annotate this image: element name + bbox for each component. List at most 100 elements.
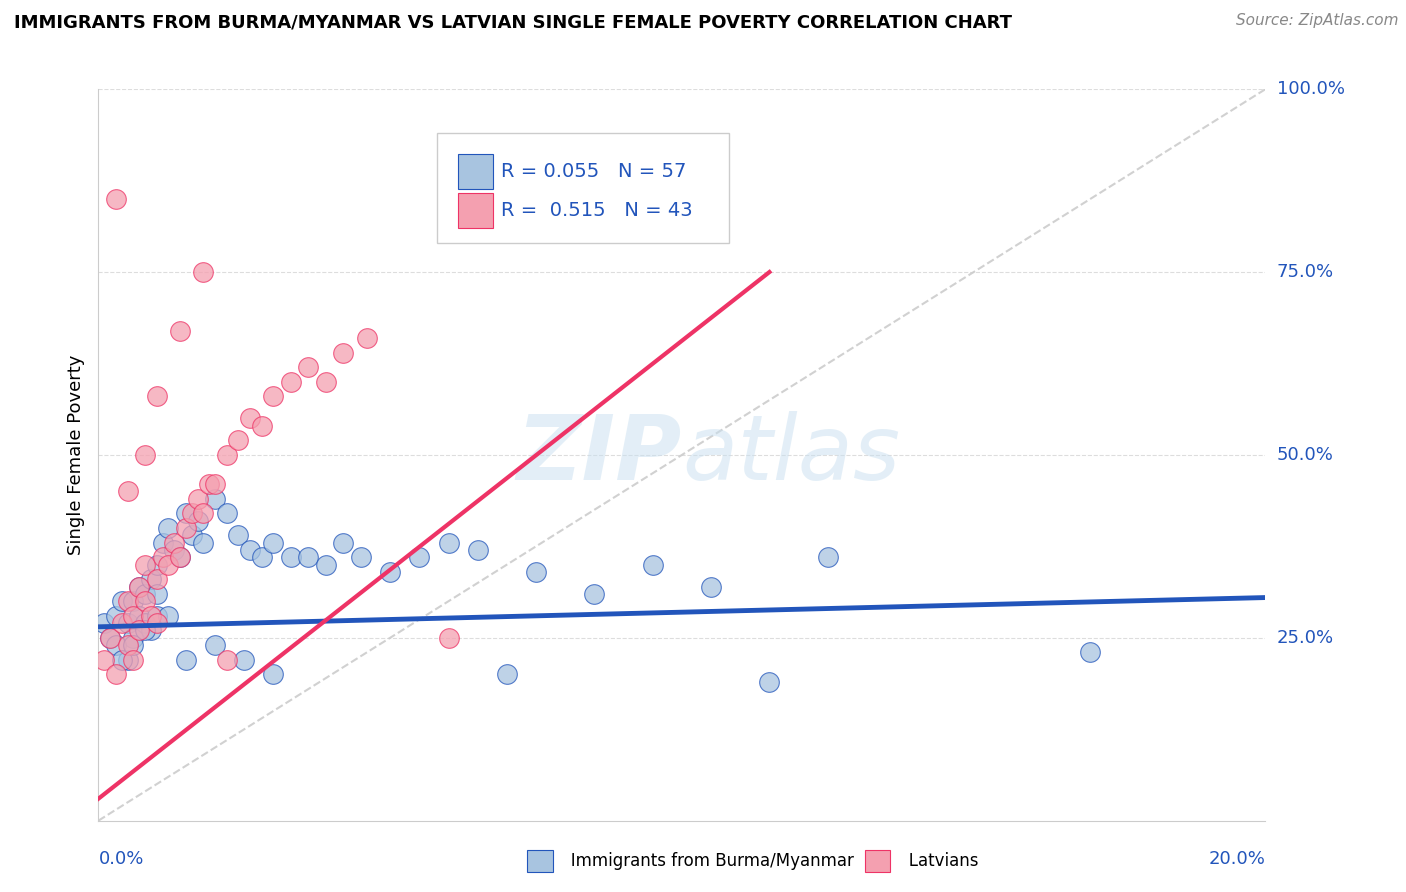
Point [204,491,226,506]
Point [128,580,150,594]
Text: R =  0.515   N = 43: R = 0.515 N = 43 [501,201,693,220]
Point [93,616,115,631]
Point [215,507,238,521]
Point [297,550,319,565]
Point [180,507,202,521]
Text: Source: ZipAtlas.com: Source: ZipAtlas.com [1236,13,1399,29]
Point [117,594,139,608]
Point [180,528,202,542]
Point [350,550,373,565]
Point [98,631,121,645]
Point [128,608,150,623]
Point [134,558,156,572]
Point [122,653,145,667]
Point [315,375,337,389]
Point [204,638,226,652]
Point [157,521,180,535]
Point [297,360,319,375]
FancyBboxPatch shape [458,154,494,189]
Text: IMMIGRANTS FROM BURMA/MYANMAR VS LATVIAN SINGLE FEMALE POVERTY CORRELATION CHART: IMMIGRANTS FROM BURMA/MYANMAR VS LATVIAN… [14,13,1012,31]
Point [583,587,606,601]
Point [104,192,127,206]
Point [641,558,664,572]
Point [117,653,139,667]
Point [817,550,839,565]
Point [122,608,145,623]
Point [128,624,150,638]
Point [193,265,215,279]
Point [280,375,302,389]
Point [215,448,238,462]
Point [128,580,150,594]
Point [524,565,547,579]
Text: 20.0%: 20.0% [1209,850,1265,868]
Point [157,558,180,572]
Point [134,587,156,601]
Point [228,528,250,542]
Point [437,631,460,645]
Point [111,594,134,608]
Point [193,507,215,521]
Text: R = 0.055   N = 57: R = 0.055 N = 57 [501,162,686,181]
Point [262,667,284,681]
Text: 25.0%: 25.0% [1277,629,1334,647]
Point [146,587,169,601]
Point [239,411,262,425]
Point [146,389,169,403]
Point [332,535,354,549]
Point [174,521,197,535]
Point [187,491,209,506]
Point [139,624,162,638]
Point [146,572,169,586]
Point [233,653,256,667]
Point [204,477,226,491]
Point [98,631,121,645]
Point [215,653,238,667]
Point [134,624,156,638]
Point [117,638,139,652]
Text: 0.0%: 0.0% [98,850,143,868]
Point [280,550,302,565]
Point [467,543,489,558]
Point [117,484,139,499]
Text: Immigrants from Burma/Myanmar: Immigrants from Burma/Myanmar [534,852,855,870]
Y-axis label: Single Female Poverty: Single Female Poverty [66,355,84,555]
Point [93,653,115,667]
Point [356,331,378,345]
Point [104,638,127,652]
Point [152,550,174,565]
Point [174,507,197,521]
Point [700,580,723,594]
FancyBboxPatch shape [437,133,728,243]
Point [169,550,191,565]
Point [380,565,402,579]
Point [239,543,262,558]
Text: 75.0%: 75.0% [1277,263,1334,281]
Point [146,558,169,572]
Point [250,550,273,565]
Point [496,667,519,681]
Point [315,558,337,572]
Point [104,667,127,681]
Point [758,674,780,689]
Text: Latvians: Latvians [872,852,979,870]
Point [169,550,191,565]
Point [169,324,191,338]
Point [163,543,186,558]
Point [122,638,145,652]
Point [134,594,156,608]
Text: 100.0%: 100.0% [1277,80,1344,98]
Point [187,514,209,528]
FancyBboxPatch shape [458,193,494,228]
Point [122,631,145,645]
Text: 50.0%: 50.0% [1277,446,1333,464]
Text: atlas: atlas [682,411,900,499]
Point [134,448,156,462]
Point [332,345,354,359]
Point [163,535,186,549]
Point [198,477,221,491]
Point [134,616,156,631]
Point [139,572,162,586]
Text: ZIP: ZIP [516,411,682,499]
Point [437,535,460,549]
